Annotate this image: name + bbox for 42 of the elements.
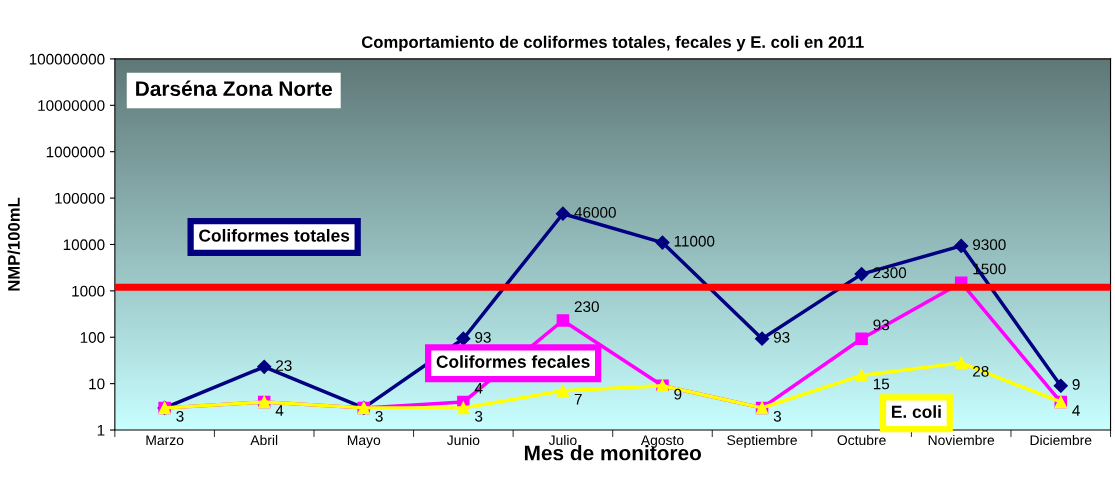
- text: Coliformes totales: [199, 228, 350, 242]
- data-label: 7: [574, 393, 582, 405]
- data-label: 4: [1072, 405, 1080, 416]
- y-tick-label: 1000: [72, 285, 105, 297]
- series-label: Coliformes fecales: [436, 355, 590, 368]
- y-tick-label: 100000000: [29, 53, 105, 65]
- y-tick-label: 1000000: [46, 146, 105, 158]
- data-label: 9: [674, 388, 682, 400]
- annotation: Darséna Zona Norte: [136, 80, 333, 97]
- data-label: 230: [574, 301, 599, 313]
- data-label: 46000: [574, 207, 616, 218]
- y-tick-label: 1: [97, 425, 105, 436]
- y-tick-label: 10000: [63, 239, 105, 251]
- y-tick-label: 10000000: [38, 100, 105, 111]
- data-label: 9300: [973, 239, 1006, 251]
- y-tick-label: 10: [89, 378, 105, 390]
- data-label: 11000: [674, 235, 715, 247]
- x-tick-label: Noviembre: [928, 434, 995, 446]
- data-label: 3: [375, 410, 383, 422]
- data-label: 2300: [873, 267, 907, 279]
- data-label: 3: [475, 410, 483, 422]
- x-tick-label: Junio: [446, 434, 480, 446]
- x-tick-label: Septiembre: [727, 434, 797, 448]
- data-label: 93: [475, 331, 491, 343]
- y-axis-title: NMP/100mL: [7, 197, 20, 291]
- series-label: E. coli: [891, 405, 941, 418]
- x-tick-label: Julio: [548, 434, 577, 446]
- data-label: 23: [276, 360, 292, 371]
- y-tick-label: 100: [80, 332, 105, 343]
- x-tick-label: Mayo: [347, 435, 381, 448]
- data-label: 3: [773, 410, 781, 422]
- data-label: 3: [176, 410, 184, 422]
- data-label: 4: [275, 405, 284, 416]
- data-label: 15: [873, 378, 890, 390]
- x-tick-label: Abril: [250, 434, 278, 446]
- x-tick-label: Marzo: [146, 435, 184, 446]
- data-label: 9: [1072, 379, 1080, 390]
- x-tick-label: Diciembre: [1030, 434, 1092, 446]
- chart-title: Comportamiento de coliformes totales, fecales y E. coli en 2011: [361, 35, 864, 52]
- y-tick-label: 100000: [55, 192, 105, 204]
- x-tick-label: Octubre: [837, 434, 886, 446]
- data-label: 93: [773, 331, 790, 343]
